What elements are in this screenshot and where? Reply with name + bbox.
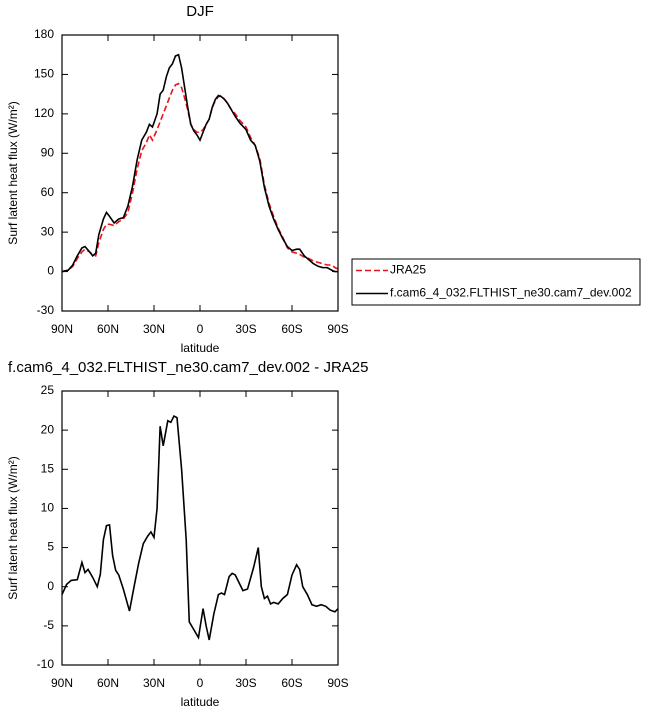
x-tick-label: 30N: [143, 676, 165, 690]
y-tick-label: 15: [41, 461, 55, 475]
x-tick-label: 0: [197, 676, 204, 690]
y-tick-label: -5: [43, 618, 54, 632]
y-tick-label: -10: [37, 657, 55, 671]
legend-label: f.cam6_4_032.FLTHIST_ne30.cam7_dev.002: [390, 286, 632, 300]
y-tick-label: 90: [41, 145, 55, 159]
y-tick-label: 10: [41, 501, 55, 515]
y-tick-label: 120: [34, 106, 54, 120]
y-axis-label: Surf latent heat flux (W/m²): [6, 456, 20, 599]
y-tick-label: 5: [47, 540, 54, 554]
y-tick-label: 25: [41, 383, 55, 397]
y-tick-label: 150: [34, 67, 54, 81]
x-tick-label: 0: [197, 322, 204, 336]
y-tick-label: 60: [41, 185, 55, 199]
y-tick-label: -30: [37, 303, 55, 317]
x-axis-label: latitude: [181, 695, 220, 709]
x-tick-label: 30S: [235, 322, 256, 336]
x-tick-label: 90S: [327, 676, 348, 690]
legend-box: [351, 258, 641, 306]
legend-label: JRA25: [390, 263, 426, 277]
series-line: [61, 82, 339, 273]
x-tick-label: 60N: [97, 322, 119, 336]
y-tick-label: 30: [41, 224, 55, 238]
x-tick-label: 60N: [97, 676, 119, 690]
x-tick-label: 90S: [327, 322, 348, 336]
x-tick-label: 90N: [51, 676, 73, 690]
y-tick-label: 180: [34, 27, 54, 41]
x-tick-label: 60S: [281, 322, 302, 336]
chart-title: f.cam6_4_032.FLTHIST_ne30.cam7_dev.002 -…: [8, 359, 368, 376]
chart-title: DJF: [186, 3, 214, 20]
x-tick-label: 90N: [51, 322, 73, 336]
plot-frame: [61, 34, 339, 312]
x-tick-label: 30N: [143, 322, 165, 336]
x-axis-label: latitude: [181, 341, 220, 355]
y-axis-label: Surf latent heat flux (W/m²): [6, 101, 20, 244]
y-tick-label: 20: [41, 422, 55, 436]
x-tick-label: 60S: [281, 676, 302, 690]
y-tick-label: 0: [47, 264, 54, 278]
series-line: [61, 53, 338, 273]
series-line: [61, 414, 339, 641]
y-tick-label: 0: [47, 579, 54, 593]
x-tick-label: 30S: [235, 676, 256, 690]
plot-frame: [61, 390, 339, 666]
